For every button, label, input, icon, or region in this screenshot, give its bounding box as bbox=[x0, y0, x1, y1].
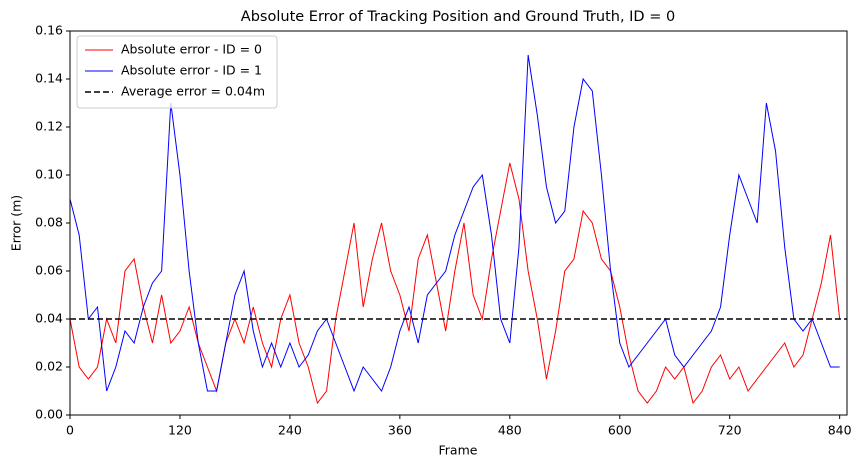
y-tick-label: 0.02 bbox=[35, 359, 63, 374]
y-tick-label: 0.00 bbox=[35, 407, 63, 422]
y-tick-label: 0.16 bbox=[35, 23, 63, 38]
y-tick-label: 0.06 bbox=[35, 263, 63, 278]
x-tick-label: 120 bbox=[168, 423, 192, 438]
legend-label: Average error = 0.04m bbox=[121, 84, 265, 99]
x-tick-label: 480 bbox=[498, 423, 522, 438]
x-tick-label: 0 bbox=[66, 423, 74, 438]
y-tick-label: 0.14 bbox=[35, 71, 63, 86]
legend-label: Absolute error - ID = 0 bbox=[121, 42, 262, 57]
series-line bbox=[70, 54, 840, 393]
y-tick-label: 0.08 bbox=[35, 215, 63, 230]
axes-frame bbox=[69, 30, 848, 416]
x-tick-label: 600 bbox=[608, 423, 632, 438]
chart-title: Absolute Error of Tracking Position and … bbox=[241, 9, 675, 25]
plot bbox=[70, 54, 847, 405]
x-tick-label: 240 bbox=[278, 423, 302, 438]
x-tick-label: 720 bbox=[718, 423, 742, 438]
x-axis-label: Frame bbox=[439, 443, 478, 458]
legend-box bbox=[76, 35, 278, 109]
series-line bbox=[70, 162, 841, 405]
y-tick-label: 0.04 bbox=[35, 311, 63, 326]
legend-label: Absolute error - ID = 1 bbox=[121, 63, 262, 78]
y-axis-label: Error (m) bbox=[9, 195, 24, 251]
x-tick-label: 840 bbox=[828, 423, 852, 438]
y-tick-label: 0.10 bbox=[35, 167, 63, 182]
y-tick-label: 0.12 bbox=[35, 119, 63, 134]
x-tick-label: 360 bbox=[388, 423, 412, 438]
